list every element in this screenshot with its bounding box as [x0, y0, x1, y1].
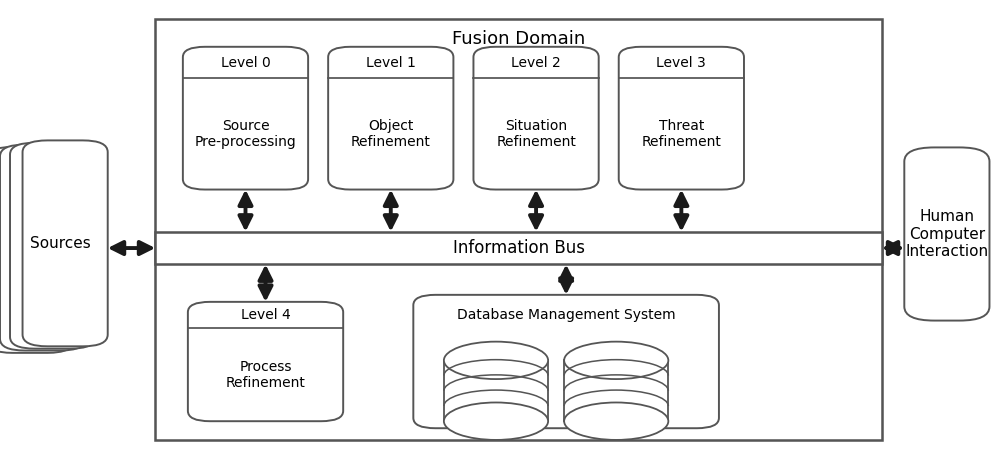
Text: Threat
Refinement: Threat Refinement	[641, 119, 721, 149]
FancyBboxPatch shape	[187, 302, 343, 421]
Text: Level 2: Level 2	[511, 56, 561, 70]
Text: Fusion Domain: Fusion Domain	[452, 30, 585, 48]
Text: Level 1: Level 1	[366, 56, 416, 70]
Text: Sources: Sources	[30, 236, 90, 251]
Bar	[444, 360, 548, 421]
FancyBboxPatch shape	[474, 47, 599, 190]
FancyBboxPatch shape	[0, 147, 73, 353]
FancyBboxPatch shape	[10, 143, 95, 349]
Ellipse shape	[564, 402, 668, 440]
Text: Level 0: Level 0	[220, 56, 271, 70]
FancyBboxPatch shape	[182, 47, 309, 190]
Text: Situation
Refinement: Situation Refinement	[496, 119, 576, 149]
Text: Database Management System: Database Management System	[457, 308, 675, 322]
FancyBboxPatch shape	[155, 19, 882, 440]
Text: Object
Refinement: Object Refinement	[351, 119, 431, 149]
Text: Human
Computer
Interaction: Human Computer Interaction	[906, 209, 988, 259]
Text: Information Bus: Information Bus	[453, 239, 584, 257]
Text: Process
Refinement: Process Refinement	[225, 359, 306, 390]
Ellipse shape	[564, 342, 668, 379]
FancyBboxPatch shape	[0, 145, 85, 351]
Text: Source
Pre-processing: Source Pre-processing	[194, 119, 297, 149]
Text: Level 3: Level 3	[656, 56, 706, 70]
FancyBboxPatch shape	[155, 232, 882, 264]
FancyBboxPatch shape	[413, 295, 719, 428]
Ellipse shape	[444, 402, 548, 440]
Ellipse shape	[444, 342, 548, 379]
FancyBboxPatch shape	[618, 47, 743, 190]
FancyBboxPatch shape	[329, 47, 453, 190]
Bar	[564, 360, 668, 421]
FancyBboxPatch shape	[904, 147, 989, 321]
FancyBboxPatch shape	[22, 140, 108, 346]
Text: Level 4: Level 4	[240, 308, 291, 322]
